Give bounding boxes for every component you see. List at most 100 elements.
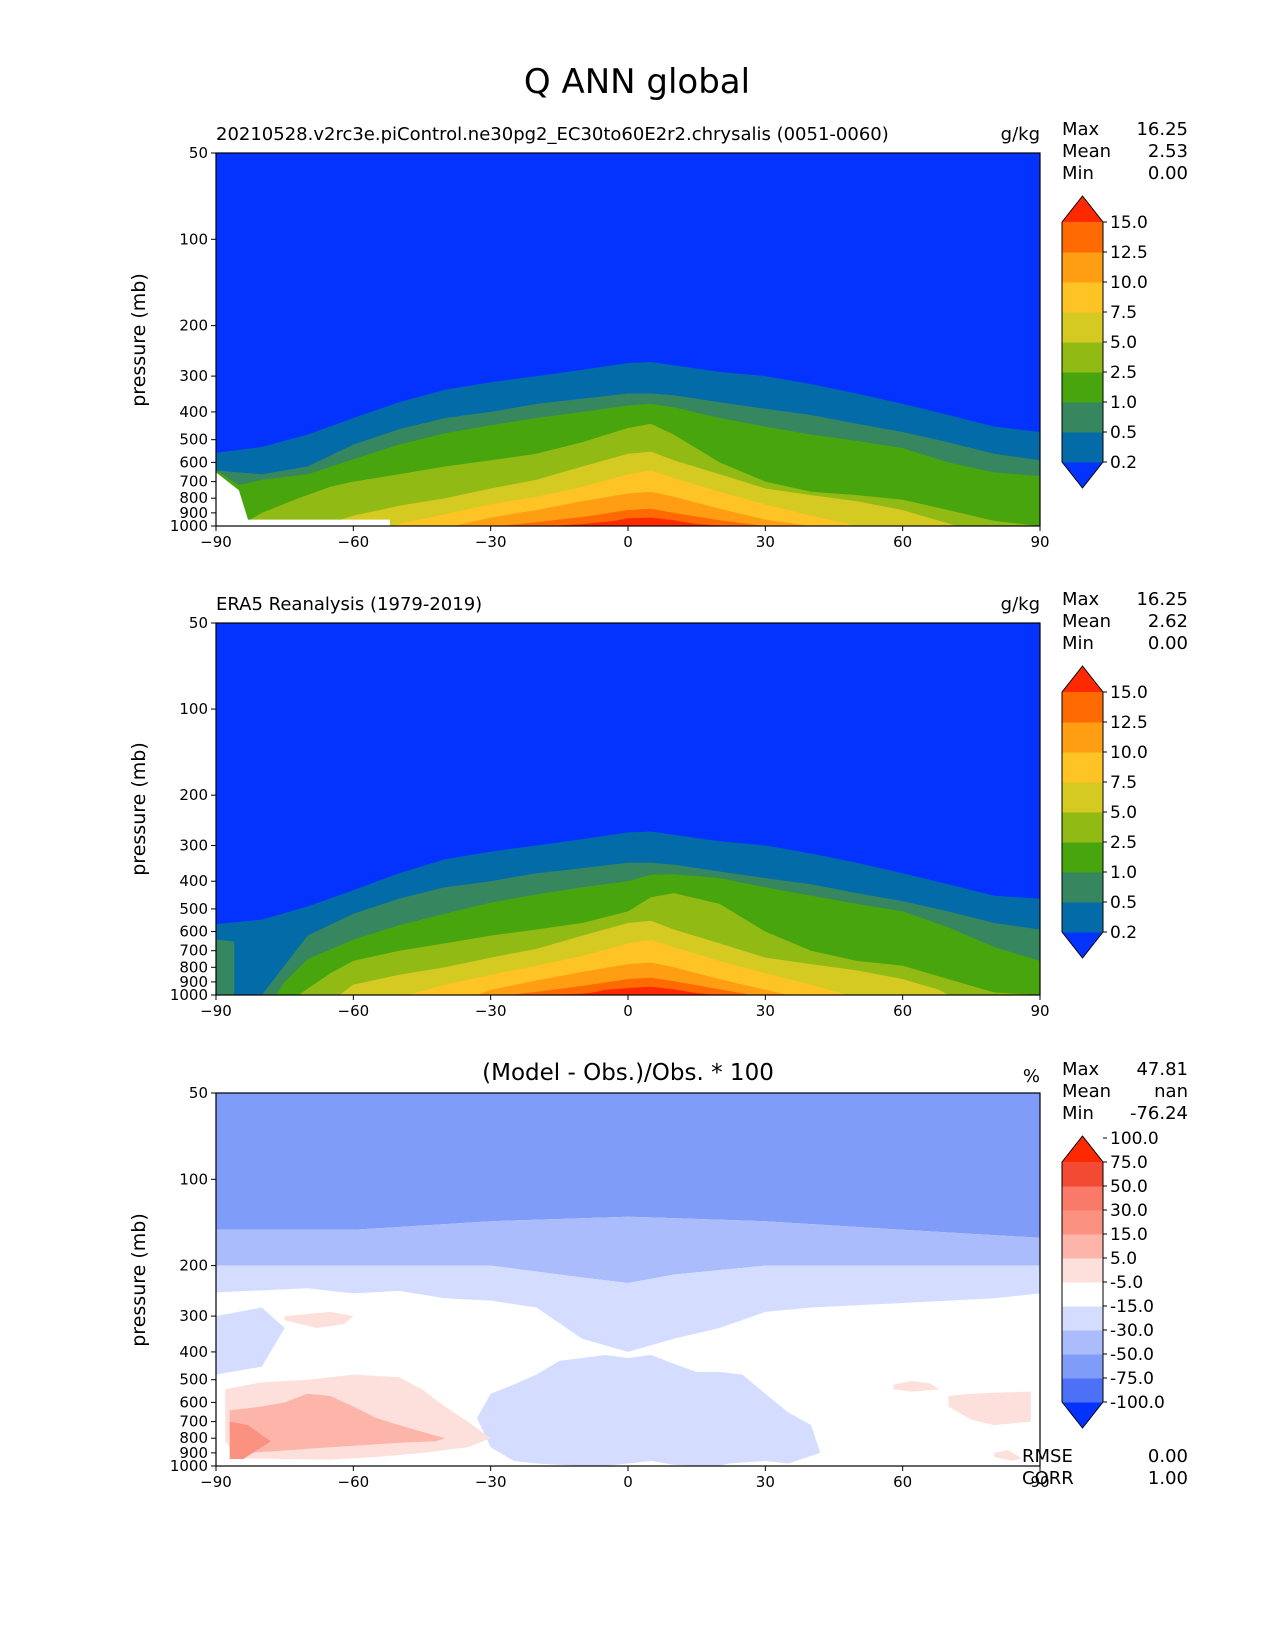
colorbar-segment xyxy=(1062,1210,1103,1235)
colorbar: 0.2 0.5 1.0 2.5 5.0 7.5 10.0 12.5 15.0 xyxy=(1061,665,1148,959)
contour-band xyxy=(499,508,766,526)
min-value: 0.00 xyxy=(1148,633,1188,654)
x-tick-label: 0 xyxy=(623,1473,633,1491)
colorbar-label: 0.2 xyxy=(1110,453,1137,473)
colorbar-label: 50.0 xyxy=(1110,1177,1148,1197)
y-tick-label: 900 xyxy=(179,1444,208,1462)
mean-value: nan xyxy=(1154,1081,1188,1102)
y-tick-label: 400 xyxy=(179,1343,208,1361)
colorbar-segment xyxy=(1062,1330,1103,1355)
x-tick-label: −60 xyxy=(338,1002,370,1020)
colorbar-segment xyxy=(1062,282,1103,313)
colorbar-label: 7.5 xyxy=(1110,773,1137,793)
corr-value: 1.00 xyxy=(1148,1468,1188,1489)
contour-region xyxy=(229,1393,445,1453)
colorbar-segment xyxy=(1062,222,1103,253)
colorbar-segment xyxy=(1062,902,1103,933)
y-axis-label: pressure (mb) xyxy=(128,742,150,876)
x-tick-label: −30 xyxy=(475,1473,507,1491)
panel-title: ERA5 Reanalysis (1979-2019) xyxy=(216,594,482,615)
contour-region xyxy=(216,1216,1040,1283)
units-label: % xyxy=(1023,1066,1040,1087)
x-tick-label: −60 xyxy=(338,533,370,551)
mean-label: Mean xyxy=(1062,611,1111,632)
colorbar-label: -5.0 xyxy=(1110,1273,1143,1293)
colorbar-label: -100.0 xyxy=(1110,1393,1165,1413)
y-tick-label: 800 xyxy=(179,1429,208,1447)
stats-box: Max 16.25 Mean 2.53 Min 0.00 xyxy=(1062,119,1188,184)
colorbar-segment xyxy=(1062,1234,1103,1259)
colorbar-segment xyxy=(1062,782,1103,813)
colorbar: 0.2 0.5 1.0 2.5 5.0 7.5 10.0 12.5 15.0 xyxy=(1061,195,1148,489)
y-tick-label: 500 xyxy=(179,1371,208,1389)
contour-region xyxy=(893,1380,940,1392)
colorbar: -100.0 -75.0 -50.0 -30.0 -15.0 -5.0 5.0 15.0 30.… xyxy=(1061,1129,1165,1429)
x-axis: −90 −60 −30 0 30 60 90 xyxy=(200,995,1050,1020)
max-label: Max xyxy=(1062,119,1100,140)
min-label: Min xyxy=(1062,633,1094,654)
x-tick-label: 60 xyxy=(893,1473,912,1491)
colorbar-segment xyxy=(1062,1258,1103,1283)
colorbar-label: 7.5 xyxy=(1110,303,1137,323)
y-tick-label: 300 xyxy=(179,836,208,854)
colorbar-label: 1.0 xyxy=(1110,863,1137,883)
colorbar-label: 75.0 xyxy=(1110,1153,1148,1173)
colorbar-segment xyxy=(1062,1186,1103,1211)
units-label: g/kg xyxy=(1001,124,1040,145)
colorbar-label: 5.0 xyxy=(1110,333,1137,353)
y-tick-label: 1000 xyxy=(170,517,208,535)
x-tick-label: −30 xyxy=(475,533,507,551)
y-tick-label: 500 xyxy=(179,900,208,918)
contour-region xyxy=(229,1421,271,1459)
contour-band xyxy=(454,491,812,526)
panel-test: 20210528.v2rc3e.piControl.ne30pg2_EC30to… xyxy=(128,119,1188,551)
panel-reference: ERA5 Reanalysis (1979-2019) g/kg −90 −60−… xyxy=(128,589,1188,1020)
contour-region xyxy=(948,1391,1031,1426)
y-tick-label: 300 xyxy=(179,367,208,385)
colorbar-extend-low xyxy=(1062,462,1103,488)
contour-region xyxy=(284,1311,354,1328)
rmse-value: 0.00 xyxy=(1148,1446,1188,1467)
contour-band xyxy=(476,962,789,995)
y-tick-label: 900 xyxy=(179,973,208,991)
missing-data-mask xyxy=(216,472,390,526)
y-tick-label: 50 xyxy=(189,144,208,162)
y-tick-label: 100 xyxy=(179,1170,208,1188)
y-tick-label: 700 xyxy=(179,473,208,491)
contour-region xyxy=(476,1355,821,1466)
y-tick-label: 400 xyxy=(179,403,208,421)
y-tick-label: 200 xyxy=(179,786,208,804)
contour-band xyxy=(582,987,688,995)
panel-title: (Model - Obs.)/Obs. * 100 xyxy=(482,1060,774,1086)
colorbar-extend-low xyxy=(1062,1402,1103,1428)
main-title: Q ANN global xyxy=(524,62,750,102)
colorbar-label: 5.0 xyxy=(1110,1249,1137,1269)
y-tick-label: 400 xyxy=(179,872,208,890)
mean-value: 2.53 xyxy=(1148,141,1188,162)
x-tick-label: 0 xyxy=(623,1002,633,1020)
min-value: -76.24 xyxy=(1130,1103,1188,1124)
mean-label: Mean xyxy=(1062,1081,1111,1102)
x-tick-label: −60 xyxy=(338,1473,370,1491)
min-label: Min xyxy=(1062,1103,1094,1124)
colorbar-label: 15.0 xyxy=(1110,1225,1148,1245)
colorbar-segment xyxy=(1062,842,1103,873)
min-label: Min xyxy=(1062,163,1094,184)
contour-region xyxy=(216,1093,1040,1238)
x-tick-label: −90 xyxy=(200,533,232,551)
rmse-label: RMSE xyxy=(1022,1446,1073,1467)
x-tick-label: 30 xyxy=(756,1002,775,1020)
x-tick-label: 90 xyxy=(1030,1473,1049,1491)
contour-band xyxy=(550,517,729,526)
colorbar-label: 12.5 xyxy=(1110,713,1148,733)
mean-value: 2.62 xyxy=(1148,611,1188,632)
colorbar-segment xyxy=(1062,402,1103,433)
colorbar-segment xyxy=(1062,1162,1103,1187)
max-value: 16.25 xyxy=(1136,589,1188,610)
x-tick-label: −30 xyxy=(475,1002,507,1020)
colorbar-label: -75.0 xyxy=(1110,1369,1154,1389)
